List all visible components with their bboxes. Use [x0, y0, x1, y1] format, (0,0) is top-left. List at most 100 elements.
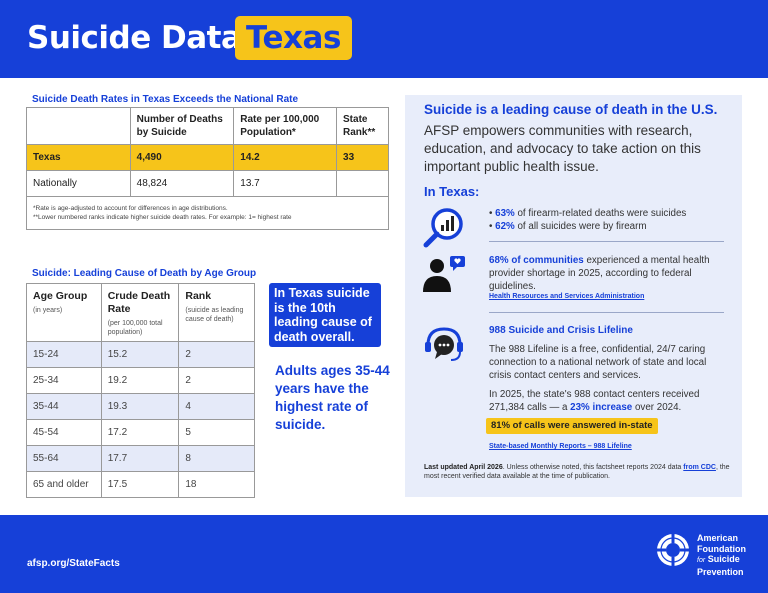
calls-increase: 23% increase — [570, 402, 633, 413]
stat-value: 68% of communities — [489, 255, 584, 266]
note-2: **Lower numbered ranks indicate higher s… — [33, 214, 292, 221]
stat-text: of all suicides were by firearm — [514, 221, 647, 232]
stat-value: 63% — [495, 208, 515, 219]
table-row: 65 and older 17.5 18 — [26, 471, 255, 498]
row-rank: 2 — [178, 341, 255, 368]
col-title: Crude Death Rate — [107, 290, 171, 315]
hrsa-link[interactable]: Health Resources and Services Administra… — [489, 293, 645, 300]
table-row: 45-54 17.2 5 — [26, 419, 255, 446]
leading-cause-callout: In Texas suicide is the 10th leading cau… — [269, 283, 381, 347]
table-row: 15-24 15.2 2 — [26, 341, 255, 368]
age-col-age: Age Group (in years) — [26, 283, 102, 342]
table-row: 55-64 17.7 8 — [26, 445, 255, 472]
row-rate: 13.7 — [233, 170, 338, 197]
rates-col-blank — [26, 107, 131, 145]
age-table-heading: Suicide: Leading Cause of Death by Age G… — [32, 268, 257, 279]
row-age: 45-54 — [26, 419, 102, 446]
col-title: Rank — [185, 290, 212, 302]
row-deaths: 4,490 — [129, 144, 235, 171]
age-col-rank: Rank (suicide as leading cause of death) — [178, 283, 255, 342]
magnifier-chart-icon — [423, 208, 463, 248]
calls-text-end: over 2024. — [632, 402, 682, 413]
row-rate: 17.2 — [100, 419, 180, 446]
highest-rate-callout: Adults ages 35-44 years have the highest… — [275, 363, 390, 432]
rates-col-deaths: Number of Deaths by Suicide — [129, 107, 235, 145]
row-rank: 18 — [178, 471, 255, 498]
rates-col-rank: State Rank** — [336, 107, 389, 145]
table-row: Nationally 48,824 13.7 — [26, 170, 389, 197]
page-title: Suicide Data: — [27, 20, 254, 56]
answered-instate-highlight: 81% of calls were answered in-state — [486, 418, 658, 434]
lifeline-calls: In 2025, the state's 988 contact centers… — [489, 388, 729, 414]
lifeline-description: The 988 Lifeline is a free, confidential… — [489, 344, 707, 381]
row-age: 35-44 — [26, 393, 102, 420]
row-rate: 14.2 — [233, 144, 338, 171]
firearm-stats: • 63% of firearm-related deaths were sui… — [489, 207, 729, 233]
row-rank: 4 — [178, 393, 255, 420]
row-age: 25-34 — [26, 367, 102, 394]
panel-title: Suicide is a leading cause of death in t… — [424, 102, 718, 117]
rates-table: Number of Deaths by Suicide Rate per 100… — [26, 107, 389, 230]
age-col-rate: Crude Death Rate (per 100,000 total popu… — [100, 283, 180, 342]
row-age: 15-24 — [26, 341, 102, 368]
row-rate: 17.7 — [100, 445, 180, 472]
row-rank: 33 — [336, 144, 389, 171]
stat-value: 62% — [495, 221, 515, 232]
rates-col-rate: Rate per 100,000 Population* — [233, 107, 338, 145]
row-age: 55-64 — [26, 445, 102, 472]
mental-health-stat: 68% of communities experienced a mental … — [489, 254, 729, 293]
note-1: *Rate is age-adjusted to account for dif… — [33, 205, 228, 212]
row-rank — [336, 170, 389, 197]
firearm-bullet-2: • 62% of all suicides were by firearm — [489, 221, 647, 232]
row-rank: 2 — [178, 367, 255, 394]
rates-table-notes: *Rate is age-adjusted to account for dif… — [26, 196, 389, 230]
logo-line: American — [697, 533, 739, 543]
table-row: Texas 4,490 14.2 33 — [26, 144, 389, 171]
calls-text: In 2025, the state's 988 contact centers… — [489, 389, 700, 413]
stat-text: of firearm-related deaths were suicides — [514, 208, 687, 219]
headset-chat-icon — [425, 327, 463, 361]
row-rate: 19.2 — [100, 367, 180, 394]
state-badge: Texas — [235, 16, 352, 60]
row-rate: 15.2 — [100, 341, 180, 368]
lifeline-heading: 988 Suicide and Crisis Lifeline — [489, 325, 633, 336]
panel-subtitle: In Texas: — [424, 184, 480, 199]
firearm-bullet-1: • 63% of firearm-related deaths were sui… — [489, 208, 687, 219]
row-rate: 19.3 — [100, 393, 180, 420]
col-title: Age Group — [33, 290, 88, 302]
row-rank: 8 — [178, 445, 255, 472]
rates-table-heading: Suicide Death Rates in Texas Exceeds the… — [32, 94, 299, 105]
logo-line: Prevention — [697, 566, 744, 577]
panel-lead: AFSP empowers communities with research,… — [424, 123, 701, 174]
note-text: . Unless otherwise noted, this factsheet… — [502, 464, 684, 471]
table-row: 35-44 19.3 4 — [26, 393, 255, 420]
person-chat-icon — [423, 256, 465, 292]
cdc-link[interactable]: from CDC — [683, 464, 716, 471]
row-rank: 5 — [178, 419, 255, 446]
stat-text: experienced a mental health provider sho… — [489, 255, 710, 292]
info-panel: Suicide is a leading cause of death in t… — [405, 95, 742, 497]
age-table: Age Group (in years) Crude Death Rate (p… — [26, 283, 255, 498]
col-sub: (per 100,000 total population) — [107, 320, 163, 336]
col-sub: (in years) — [33, 307, 63, 314]
row-rate: 17.5 — [100, 471, 180, 498]
logo-for: for — [697, 557, 706, 564]
row-deaths: 48,824 — [129, 170, 235, 197]
afsp-logo-text: American Foundation for Suicide Preventi… — [697, 533, 746, 577]
logo-line: Foundation — [697, 543, 746, 554]
monthly-reports-link[interactable]: State-based Monthly Reports – 988 Lifeli… — [489, 443, 632, 450]
divider — [489, 312, 724, 313]
footer-url-link[interactable]: afsp.org/StateFacts — [27, 558, 120, 569]
col-sub: (suicide as leading cause of death) — [185, 307, 244, 323]
last-updated: Last updated April 2026 — [424, 464, 503, 471]
note-text-end: , the most recent verified data availabl… — [424, 464, 730, 480]
row-label: Texas — [26, 144, 131, 171]
logo-line: Suicide — [707, 554, 740, 564]
divider — [489, 241, 724, 242]
lifebuoy-logo-icon — [657, 534, 689, 566]
table-row: 25-34 19.2 2 — [26, 367, 255, 394]
last-updated-note: Last updated April 2026. Unless otherwis… — [424, 463, 734, 481]
header-bar: Suicide Data: Texas — [0, 0, 768, 78]
row-label: Nationally — [26, 170, 131, 197]
footer-bar: afsp.org/StateFacts American Foundation … — [0, 515, 768, 593]
